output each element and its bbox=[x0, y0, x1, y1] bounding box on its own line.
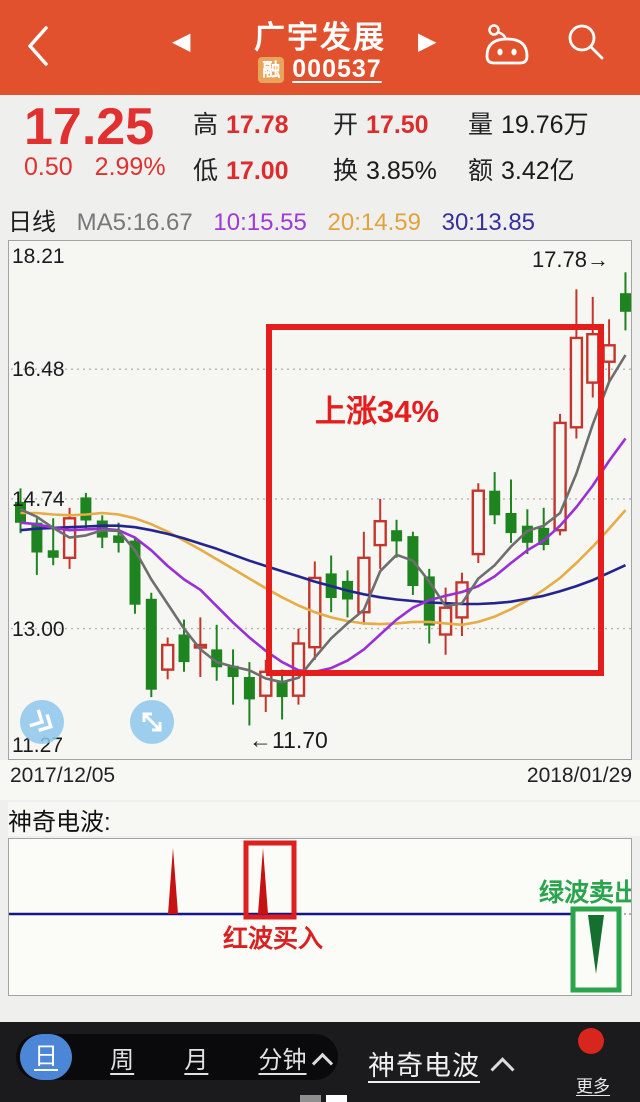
more-button[interactable]: 更多 bbox=[576, 1077, 610, 1096]
notification-dot bbox=[578, 1028, 604, 1058]
tab-period-week[interactable]: 周 bbox=[110, 1046, 135, 1074]
robot-assistant-icon[interactable] bbox=[482, 22, 532, 68]
margin-badge: 融 bbox=[258, 56, 285, 83]
buy-signal-label: 红波买入 bbox=[223, 924, 323, 953]
chart-annotation: 上涨34% bbox=[315, 394, 439, 429]
stock-code[interactable]: 000537 bbox=[292, 55, 382, 83]
date-range-end: 2018/01/29 bbox=[526, 764, 632, 787]
quote-low: 低 17.00 bbox=[193, 157, 289, 185]
buy-signal-spike bbox=[168, 848, 178, 914]
period-selector: 日 周 月 分钟 bbox=[16, 1034, 338, 1080]
buy-signal-spike bbox=[258, 848, 268, 914]
ma5-value: MA5:16.67 bbox=[76, 209, 193, 236]
stock-code-row: 融 000537 bbox=[0, 55, 640, 84]
page-title: 广宇发展 bbox=[254, 20, 386, 55]
y-tick-label: 16.48 bbox=[12, 358, 65, 381]
ma10-value: 10:15.55 bbox=[213, 209, 307, 236]
tab-period-day[interactable]: 日 bbox=[20, 1034, 72, 1080]
y-tick-label: 13.00 bbox=[12, 618, 65, 641]
chart-annotation: 17.78→ bbox=[532, 247, 609, 272]
ma5-line bbox=[19, 354, 627, 684]
sell-signal-box bbox=[570, 906, 622, 993]
quote-amount: 额 3.42亿 bbox=[468, 157, 575, 185]
tab-period-minute[interactable]: 分钟 bbox=[247, 1040, 334, 1075]
quote-open: 开 17.50 bbox=[333, 111, 429, 139]
resize-chart-button[interactable] bbox=[130, 700, 174, 744]
buy-signal-box bbox=[243, 840, 297, 920]
ma10-line bbox=[20, 437, 627, 674]
ma30-value: 30:13.85 bbox=[441, 209, 536, 236]
app-header: ◀ 广宇发展 ▶ 融 000537 bbox=[0, 0, 640, 95]
price-change-row: 0.50 2.99% bbox=[24, 153, 188, 182]
prev-stock-icon[interactable]: ◀ bbox=[172, 28, 191, 55]
date-range-start: 2017/12/05 bbox=[10, 764, 116, 787]
sell-signal-spike bbox=[588, 915, 604, 974]
magic-wave-chart: 红波买入 绿波卖出 bbox=[9, 840, 639, 993]
magic-wave-title: 神奇电波: bbox=[8, 802, 640, 836]
date-axis-row: 2017/12/05 2018/01/29 bbox=[0, 760, 640, 800]
candlestick-chart-panel[interactable]: 18.21 16.48 14.74 13.00 11.27 17.78→ ←11.70 上涨3… bbox=[8, 240, 632, 760]
ma-legend-row: 日线 MA5:16.67 10:15.55 20:14.59 30:13.85 bbox=[8, 202, 638, 237]
sell-signal-label: 绿波卖出 bbox=[539, 878, 631, 907]
quote-turnover-rate: 换 3.85% bbox=[333, 157, 437, 185]
price-change-pct: 2.99% bbox=[94, 153, 166, 181]
quote-high: 高 17.78 bbox=[193, 111, 289, 139]
y-tick-label: 14.74 bbox=[12, 488, 65, 511]
indicator-selector[interactable]: 神奇电波 bbox=[368, 1044, 515, 1083]
chevron-up-icon bbox=[311, 1052, 333, 1074]
back-icon[interactable] bbox=[22, 22, 56, 70]
y-tick-label: 18.21 bbox=[12, 245, 65, 268]
bottom-toolbar: 日 周 月 分钟 神奇电波 更多 bbox=[0, 1022, 640, 1102]
highlight-box bbox=[266, 324, 604, 676]
chevron-up-icon bbox=[490, 1057, 515, 1082]
ma20-value: 20:14.59 bbox=[327, 209, 421, 236]
fast-rewind-button[interactable] bbox=[20, 700, 64, 744]
magic-wave-panel[interactable]: 红波买入 绿波卖出 bbox=[8, 838, 639, 996]
quote-volume: 量 19.76万 bbox=[468, 111, 589, 139]
candlestick-chart[interactable]: 18.2116.4814.7413.0011.2717.78→←11.70上涨3… bbox=[9, 241, 631, 759]
next-stock-icon[interactable]: ▶ bbox=[418, 28, 437, 55]
chart-annotation: ←11.70 bbox=[249, 727, 328, 753]
search-icon[interactable] bbox=[564, 20, 608, 64]
tab-period-month[interactable]: 月 bbox=[184, 1046, 209, 1074]
last-price: 17.25 bbox=[24, 98, 155, 156]
ma20-line bbox=[20, 509, 627, 627]
ma30-line bbox=[20, 524, 627, 606]
price-change: 0.50 bbox=[24, 153, 73, 181]
chart-period-label[interactable]: 日线 bbox=[8, 209, 56, 236]
